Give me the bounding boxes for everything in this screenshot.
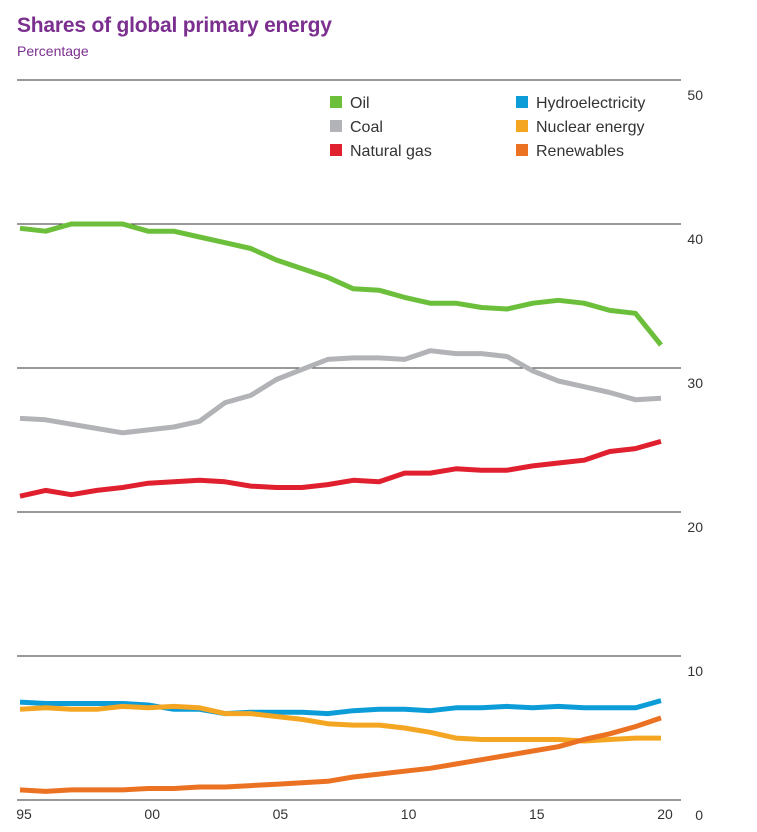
y-tick-label-10: 10: [687, 663, 703, 679]
legend-label-renewables: Renewables: [536, 143, 624, 160]
y-tick-label-20: 20: [687, 519, 703, 535]
series-line-oil: [19, 221, 663, 347]
y-axis-ticks: 0 10 20 30 40 50: [687, 87, 703, 823]
x-tick-label-05: 05: [273, 806, 289, 822]
legend-label-nuclear-energy: Nuclear energy: [536, 119, 645, 136]
legend-swatch-natural-gas: [330, 144, 342, 156]
y-tick-label-40: 40: [687, 231, 703, 247]
x-tick-label-00: 00: [144, 806, 160, 822]
series-line-natural-gas: [19, 438, 662, 499]
y-tick-label-0: 0: [695, 807, 703, 823]
legend: Oil Coal Natural gas Hydroelectricity Nuclea…: [330, 95, 645, 160]
legend-swatch-nuclear-energy: [516, 120, 528, 132]
x-axis-ticks: 95 00 05 10 15 20: [16, 806, 673, 822]
x-tick-label-10: 10: [401, 806, 417, 822]
legend-label-natural-gas: Natural gas: [350, 143, 432, 160]
legend-label-coal: Coal: [350, 119, 383, 136]
x-tick-label-15: 15: [529, 806, 545, 822]
y-tick-label-50: 50: [687, 87, 703, 103]
chart-subtitle: Percentage: [17, 43, 89, 59]
legend-label-oil: Oil: [350, 95, 370, 112]
legend-swatch-coal: [330, 120, 342, 132]
series-line-coal: [19, 348, 662, 436]
series-line-renewables: [19, 715, 662, 794]
series-line-hydroelectricity: [19, 698, 662, 717]
y-tick-label-30: 30: [687, 375, 703, 391]
gridlines: [17, 79, 681, 801]
chart-title: Shares of global primary energy: [17, 14, 332, 37]
legend-swatch-hydroelectricity: [516, 96, 528, 108]
x-tick-label-95: 95: [16, 806, 32, 822]
series-line-nuclear-energy: [19, 703, 661, 744]
legend-label-hydroelectricity: Hydroelectricity: [536, 95, 645, 112]
legend-swatch-renewables: [516, 144, 528, 156]
series-lines: [19, 221, 663, 794]
legend-swatch-oil: [330, 96, 342, 108]
x-tick-label-20: 20: [657, 806, 673, 822]
